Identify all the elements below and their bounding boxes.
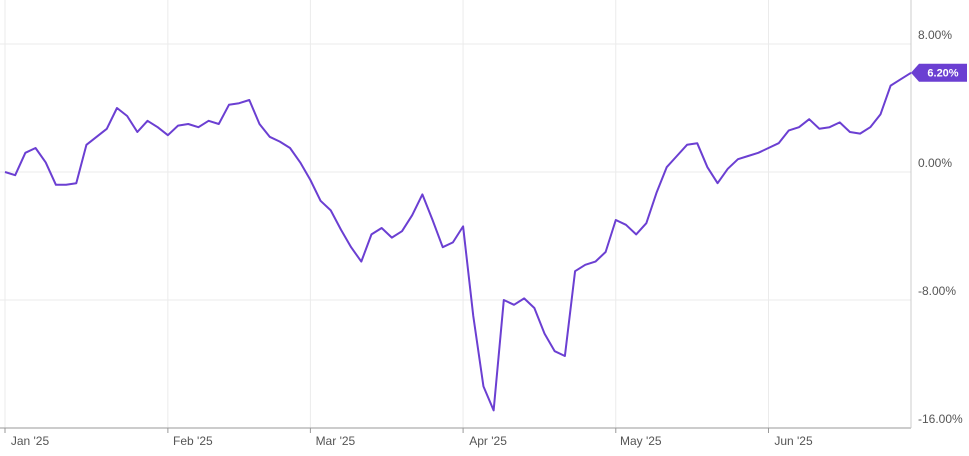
x-tick-label: Jan '25 [11, 434, 50, 448]
x-tick-label: Jun '25 [774, 434, 813, 448]
x-tick-label: Feb '25 [173, 434, 213, 448]
x-tick-label: May '25 [620, 434, 662, 448]
y-tick-label: -16.00% [918, 412, 963, 426]
value-badge [911, 63, 967, 82]
x-tick-label: Mar '25 [316, 434, 356, 448]
y-tick-label: -8.00% [918, 284, 956, 298]
value-label: 6.20% [927, 68, 958, 80]
x-tick-label: Apr '25 [469, 434, 507, 448]
y-tick-label: 0.00% [918, 156, 952, 170]
y-tick-label: 8.00% [918, 28, 952, 42]
line [4, 71, 912, 412]
